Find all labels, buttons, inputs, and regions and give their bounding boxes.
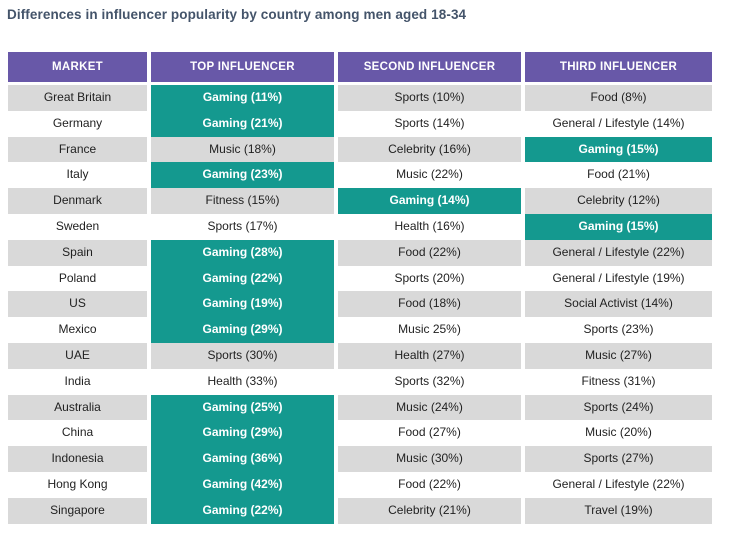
second-influencer-cell: Food (22%): [338, 239, 521, 266]
second-influencer-cell: Sports (14%): [338, 110, 521, 137]
third-influencer-cell: Gaming (15%): [525, 213, 712, 240]
table-header: MARKET TOP INFLUENCER SECOND INFLUENCER …: [8, 52, 712, 82]
market-cell: Italy: [8, 162, 147, 189]
second-influencer-cell: Sports (32%): [338, 368, 521, 395]
influencer-table: MARKET TOP INFLUENCER SECOND INFLUENCER …: [8, 52, 712, 524]
column-header-second-influencer: SECOND INFLUENCER: [338, 52, 521, 82]
table-row: Poland Gaming (22%) Sports (20%) General / …: [8, 265, 712, 292]
third-influencer-cell: Fitness (31%): [525, 368, 712, 395]
market-cell: Mexico: [8, 317, 147, 343]
page-title: Differences in influencer popularity by …: [7, 7, 467, 22]
top-influencer-cell: Gaming (22%): [151, 497, 334, 524]
table-row: Indonesia Gaming (36%) Music (30%) Sports (…: [8, 446, 712, 472]
second-influencer-cell: Music (24%): [338, 394, 521, 421]
third-influencer-cell: Sports (23%): [525, 317, 712, 343]
table-row: Singapore Gaming (22%) Celebrity (21%) Trav…: [8, 497, 712, 524]
second-influencer-cell: Sports (20%): [338, 265, 521, 292]
market-cell: Australia: [8, 394, 147, 421]
third-influencer-cell: Music (20%): [525, 420, 712, 447]
market-cell: Great Britain: [8, 85, 147, 111]
market-cell: Denmark: [8, 188, 147, 214]
third-influencer-cell: Food (8%): [525, 85, 712, 111]
top-influencer-cell: Health (33%): [151, 368, 334, 395]
table-row: Sweden Sports (17%) Health (16%) Gaming (15…: [8, 213, 712, 240]
table-row: Italy Gaming (23%) Music (22%) Food (21%): [8, 162, 712, 189]
third-influencer-cell: Celebrity (12%): [525, 188, 712, 214]
top-influencer-cell: Music (18%): [151, 136, 334, 163]
top-influencer-cell: Fitness (15%): [151, 188, 334, 214]
table-row: Great Britain Gaming (11%) Sports (10%) Foo…: [8, 85, 712, 111]
top-influencer-cell: Sports (17%): [151, 213, 334, 240]
column-header-top-influencer: TOP INFLUENCER: [151, 52, 334, 82]
third-influencer-cell: Social Activist (14%): [525, 291, 712, 318]
market-cell: Poland: [8, 265, 147, 292]
third-influencer-cell: General / Lifestyle (22%): [525, 471, 712, 498]
top-influencer-cell: Gaming (22%): [151, 265, 334, 292]
top-influencer-cell: Gaming (19%): [151, 291, 334, 318]
third-influencer-cell: Sports (27%): [525, 446, 712, 472]
third-influencer-cell: Music (27%): [525, 342, 712, 369]
market-cell: US: [8, 291, 147, 318]
top-influencer-cell: Gaming (11%): [151, 85, 334, 111]
top-influencer-cell: Gaming (25%): [151, 394, 334, 421]
table-row: India Health (33%) Sports (32%) Fitness (31…: [8, 368, 712, 395]
table-row: Australia Gaming (25%) Music (24%) Sports (…: [8, 394, 712, 421]
second-influencer-cell: Music 25%): [338, 317, 521, 343]
second-influencer-cell: Music (22%): [338, 162, 521, 189]
second-influencer-cell: Gaming (14%): [338, 188, 521, 214]
table-row: France Music (18%) Celebrity (16%) Gaming (…: [8, 136, 712, 163]
table-row: Denmark Fitness (15%) Gaming (14%) Celebrit…: [8, 188, 712, 214]
third-influencer-cell: General / Lifestyle (22%): [525, 239, 712, 266]
second-influencer-cell: Sports (10%): [338, 85, 521, 111]
market-cell: France: [8, 136, 147, 163]
top-influencer-cell: Gaming (29%): [151, 420, 334, 447]
table-row: Spain Gaming (28%) Food (22%) General / Lif…: [8, 239, 712, 266]
table-row: Germany Gaming (21%) Sports (14%) General /…: [8, 110, 712, 137]
market-cell: Indonesia: [8, 446, 147, 472]
table-row: Hong Kong Gaming (42%) Food (22%) General /…: [8, 471, 712, 498]
top-influencer-cell: Gaming (42%): [151, 471, 334, 498]
second-influencer-cell: Music (30%): [338, 446, 521, 472]
market-cell: UAE: [8, 342, 147, 369]
market-cell: Hong Kong: [8, 471, 147, 498]
third-influencer-cell: Gaming (15%): [525, 136, 712, 163]
second-influencer-cell: Celebrity (16%): [338, 136, 521, 163]
top-influencer-cell: Gaming (23%): [151, 162, 334, 189]
table-row: China Gaming (29%) Food (27%) Music (20%): [8, 420, 712, 447]
market-cell: Spain: [8, 239, 147, 266]
third-influencer-cell: Sports (24%): [525, 394, 712, 421]
market-cell: Sweden: [8, 213, 147, 240]
top-influencer-cell: Gaming (28%): [151, 239, 334, 266]
third-influencer-cell: General / Lifestyle (14%): [525, 110, 712, 137]
table-row: UAE Sports (30%) Health (27%) Music (27%): [8, 342, 712, 369]
table-body: Great Britain Gaming (11%) Sports (10%) Foo…: [8, 85, 712, 524]
table-row: Mexico Gaming (29%) Music 25%) Sports (23%): [8, 317, 712, 343]
top-influencer-cell: Gaming (29%): [151, 317, 334, 343]
third-influencer-cell: Travel (19%): [525, 497, 712, 524]
column-header-market: MARKET: [8, 52, 147, 82]
second-influencer-cell: Food (27%): [338, 420, 521, 447]
second-influencer-cell: Food (22%): [338, 471, 521, 498]
table-row: US Gaming (19%) Food (18%) Social Activist …: [8, 291, 712, 318]
market-cell: China: [8, 420, 147, 447]
top-influencer-cell: Gaming (21%): [151, 110, 334, 137]
market-cell: Singapore: [8, 497, 147, 524]
market-cell: Germany: [8, 110, 147, 137]
second-influencer-cell: Health (16%): [338, 213, 521, 240]
column-header-third-influencer: THIRD INFLUENCER: [525, 52, 712, 82]
market-cell: India: [8, 368, 147, 395]
second-influencer-cell: Health (27%): [338, 342, 521, 369]
top-influencer-cell: Sports (30%): [151, 342, 334, 369]
top-influencer-cell: Gaming (36%): [151, 446, 334, 472]
third-influencer-cell: Food (21%): [525, 162, 712, 189]
third-influencer-cell: General / Lifestyle (19%): [525, 265, 712, 292]
second-influencer-cell: Celebrity (21%): [338, 497, 521, 524]
second-influencer-cell: Food (18%): [338, 291, 521, 318]
